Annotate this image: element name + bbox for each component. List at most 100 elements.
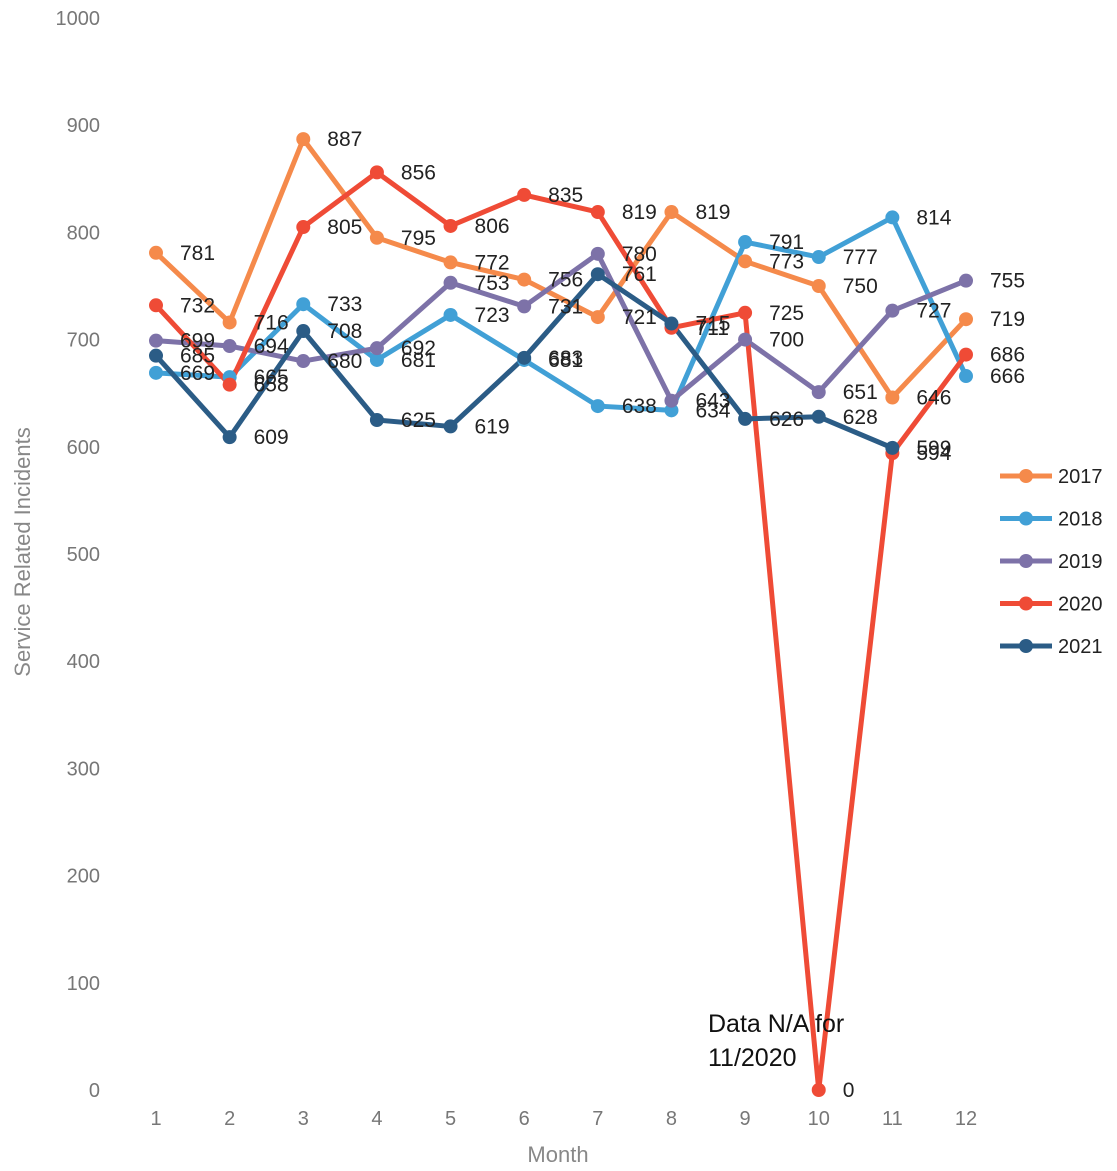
data-label-2017: 819 [695, 201, 730, 224]
data-point-2019 [590, 246, 605, 261]
data-point-2019 [811, 385, 826, 400]
data-label-2017: 887 [327, 128, 362, 151]
series-line-2017 [153, 136, 969, 400]
legend-label-2018: 2018 [1058, 509, 1103, 531]
legend-marker-2020 [1019, 596, 1033, 611]
legend-marker-2021 [1019, 639, 1033, 653]
data-point-2018 [443, 307, 458, 322]
x-tick-label: 5 [445, 1108, 456, 1130]
data-point-2017 [590, 310, 605, 325]
data-point-2020 [222, 377, 237, 392]
data-label-2021: 626 [769, 408, 804, 431]
data-point-2018 [664, 403, 679, 418]
y-tick-label: 300 [67, 758, 100, 780]
data-label-2017: 719 [990, 308, 1025, 331]
data-point-2020 [517, 187, 532, 202]
data-label-2018: 791 [769, 231, 804, 254]
x-axis-ticks: 1 2 3 4 5 6 7 8 9 10 11 12 [150, 1108, 977, 1130]
data-label-2020: 819 [622, 201, 657, 224]
data-point-2017 [296, 132, 311, 147]
data-label-2019: 700 [769, 329, 804, 352]
data-label-2020: 806 [475, 215, 510, 238]
data-label-2021: 609 [254, 426, 289, 449]
data-label-2019: 694 [254, 335, 289, 358]
data-label-2018: 634 [695, 399, 730, 422]
data-label-2018: 723 [475, 304, 510, 327]
data-label-2019: 731 [548, 295, 583, 318]
data-label-2018: 681 [401, 349, 436, 372]
data-label-2020: 805 [327, 216, 362, 239]
data-label-2019: 755 [990, 270, 1025, 293]
data-point-2017 [738, 254, 753, 269]
data-point-2019 [738, 332, 753, 347]
data-label-2020: 725 [769, 302, 804, 325]
x-tick-label: 6 [519, 1108, 530, 1130]
data-point-2020 [149, 298, 163, 313]
data-point-2021 [811, 409, 826, 424]
series-points [149, 132, 973, 1097]
data-label-2021: 619 [475, 415, 510, 438]
data-point-2017 [959, 312, 973, 327]
x-tick-label: 8 [666, 1108, 677, 1130]
data-point-2018 [738, 235, 753, 250]
data-point-2017 [517, 272, 532, 287]
data-point-2017 [369, 230, 384, 245]
data-point-2020 [296, 220, 311, 235]
data-label-2020: 835 [548, 184, 583, 207]
data-point-2019 [369, 341, 384, 356]
data-point-2017 [885, 390, 900, 405]
data-label-2018: 777 [843, 246, 878, 269]
data-point-2017 [443, 255, 458, 270]
data-point-2019 [296, 354, 311, 369]
data-label-2017: 750 [843, 275, 878, 298]
data-label-2017: 716 [254, 311, 289, 334]
x-tick-label: 12 [955, 1108, 977, 1130]
data-label-2021: 715 [695, 313, 730, 336]
data-point-2021 [296, 324, 311, 339]
x-tick-label: 4 [371, 1108, 382, 1130]
data-label-2021: 628 [843, 406, 878, 429]
data-point-2020 [959, 347, 973, 362]
y-tick-label: 800 [67, 222, 100, 244]
data-label-2019: 680 [327, 350, 362, 373]
data-label-2020: 658 [254, 374, 289, 397]
legend-label-2019: 2019 [1058, 551, 1103, 573]
y-tick-label: 900 [67, 115, 100, 137]
data-point-2020 [443, 218, 458, 233]
data-point-2020 [811, 1083, 826, 1097]
data-point-2021 [590, 267, 605, 282]
data-label-2019: 753 [475, 272, 510, 295]
data-label-2020: 0 [843, 1079, 855, 1102]
data-point-2020 [590, 205, 605, 220]
data-point-2019 [443, 275, 458, 290]
legend-marker-2017 [1019, 469, 1033, 483]
data-label-2018: 814 [916, 206, 951, 229]
data-label-2017: 795 [401, 227, 436, 250]
data-label-2017: 772 [475, 251, 510, 274]
data-point-2021 [149, 348, 163, 363]
data-label-2020: 686 [990, 344, 1025, 367]
data-label-2018: 733 [327, 293, 362, 316]
data-label-2021: 599 [916, 437, 951, 460]
x-tick-label: 11 [882, 1108, 903, 1130]
data-label-2018: 638 [622, 395, 657, 418]
series-line-2020 [153, 169, 969, 1093]
data-label-2021: 708 [327, 320, 362, 343]
data-label-2018: 666 [990, 365, 1025, 388]
data-label-2020: 711 [695, 317, 728, 340]
data-point-2018 [296, 297, 311, 312]
x-tick-label: 1 [150, 1108, 161, 1130]
data-label-2017: 773 [769, 250, 804, 273]
data-point-2017 [811, 279, 826, 293]
data-point-2017 [664, 205, 679, 220]
data-point-2018 [590, 399, 605, 414]
data-point-2021 [369, 413, 384, 427]
y-tick-label: 0 [89, 1080, 100, 1102]
legend-marker-2019 [1019, 554, 1033, 568]
data-point-2021 [664, 316, 679, 331]
y-tick-label: 100 [67, 973, 100, 995]
legend: 2017 2018 2019 2020 2021 [1000, 466, 1103, 658]
y-tick-label: 500 [67, 544, 100, 566]
y-tick-label: 1000 [56, 8, 101, 30]
